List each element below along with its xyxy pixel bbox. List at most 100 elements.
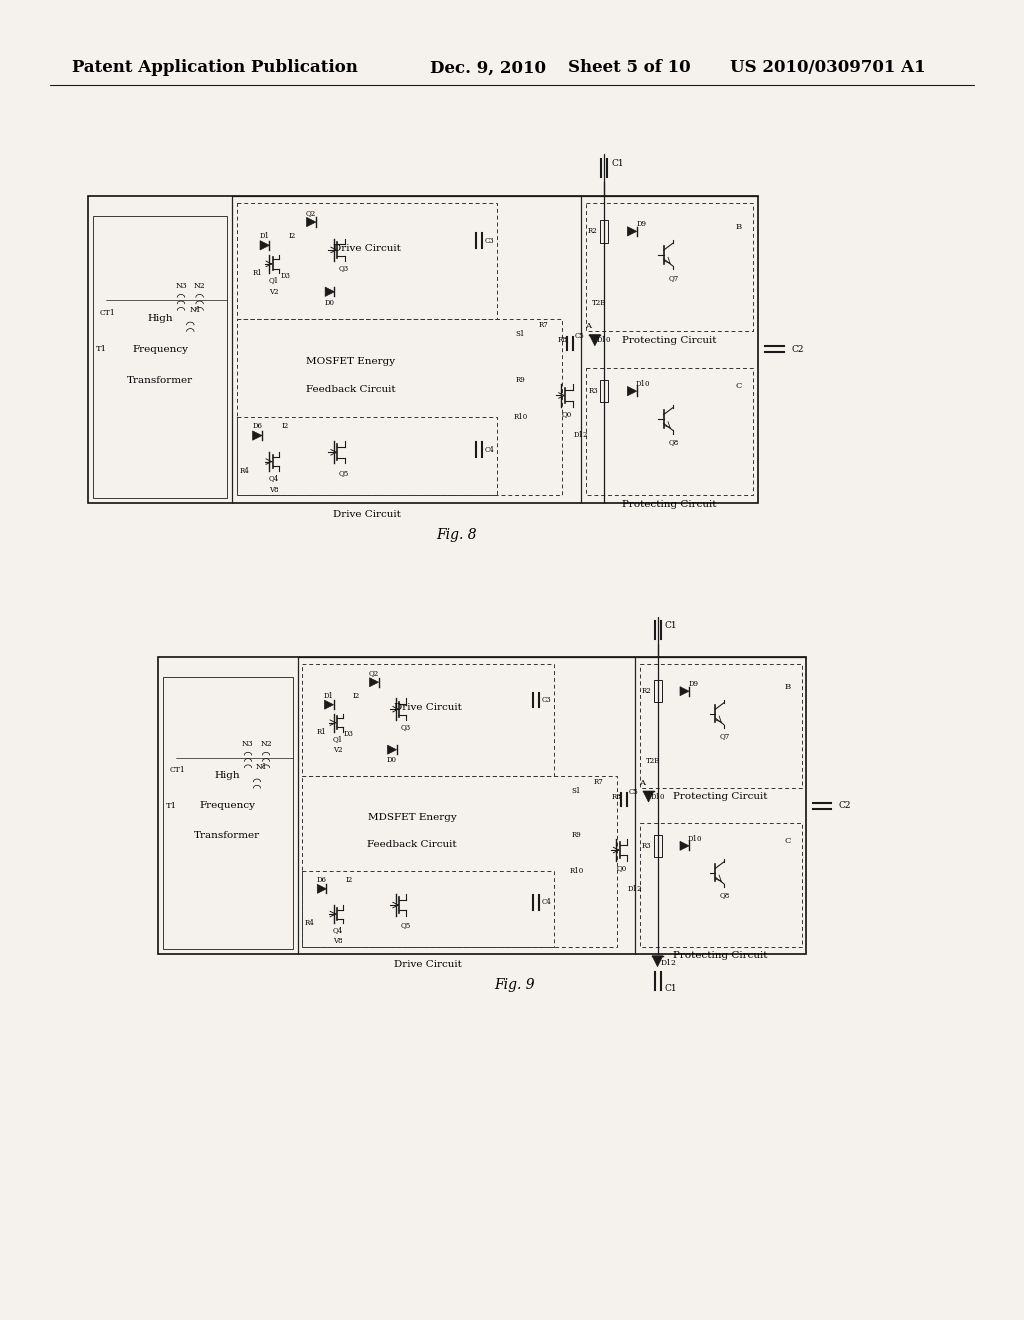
Polygon shape (589, 335, 600, 346)
Bar (600, 380, 608, 403)
Polygon shape (643, 791, 654, 803)
Text: Q5: Q5 (339, 469, 349, 477)
Text: Q8: Q8 (720, 891, 730, 899)
Text: D10: D10 (636, 380, 650, 388)
Text: Q4: Q4 (333, 927, 343, 935)
Text: I2: I2 (352, 692, 359, 700)
Text: Protecting Circuit: Protecting Circuit (673, 952, 768, 961)
Polygon shape (680, 841, 689, 850)
Text: Fig. 9: Fig. 9 (495, 978, 535, 993)
Text: D0: D0 (387, 756, 397, 764)
Bar (586, 203, 753, 331)
Polygon shape (628, 227, 637, 236)
Text: Drive Circuit: Drive Circuit (394, 961, 462, 969)
Bar (302, 776, 617, 946)
Text: R4: R4 (240, 467, 249, 475)
Text: A: A (639, 779, 645, 787)
Polygon shape (260, 240, 269, 249)
Bar (158, 657, 806, 954)
Text: Q1: Q1 (269, 277, 280, 285)
Text: I2: I2 (282, 422, 289, 430)
Polygon shape (628, 387, 637, 396)
Text: Transformer: Transformer (127, 376, 194, 384)
Text: R1: R1 (316, 727, 327, 735)
Text: C1: C1 (665, 620, 677, 630)
Text: Fig. 8: Fig. 8 (436, 528, 476, 543)
Bar (640, 824, 802, 946)
Text: N2: N2 (194, 282, 206, 290)
Text: C5: C5 (629, 788, 638, 796)
Text: C: C (736, 383, 742, 391)
Bar (163, 677, 293, 949)
Text: D12: D12 (573, 432, 588, 440)
Text: CT1: CT1 (100, 309, 116, 317)
Text: R4: R4 (304, 919, 314, 927)
Text: R9: R9 (571, 832, 582, 840)
Text: Frequency: Frequency (132, 345, 188, 354)
Polygon shape (370, 677, 379, 686)
Bar (237, 417, 498, 495)
Text: V2: V2 (333, 746, 343, 754)
Polygon shape (326, 288, 335, 297)
Text: R2: R2 (642, 688, 651, 696)
Text: Q2: Q2 (306, 209, 316, 216)
Text: T1: T1 (96, 346, 106, 354)
Text: Q2: Q2 (369, 669, 379, 677)
Text: N1: N1 (189, 305, 201, 314)
Text: Protecting Circuit: Protecting Circuit (622, 335, 717, 345)
Text: D12: D12 (660, 960, 676, 968)
Text: B: B (736, 223, 742, 231)
Text: C4: C4 (542, 899, 552, 907)
Text: R10: R10 (569, 867, 584, 875)
Text: D3: D3 (344, 730, 353, 738)
Text: N1: N1 (256, 763, 267, 771)
Text: MOSFET Energy: MOSFET Energy (306, 358, 395, 366)
Text: Q8: Q8 (669, 438, 679, 446)
Text: MDSFET Energy: MDSFET Energy (368, 813, 457, 822)
Text: T2B: T2B (646, 756, 660, 764)
Text: N3: N3 (175, 282, 186, 290)
Text: T2B: T2B (592, 300, 606, 308)
Text: R1: R1 (252, 269, 262, 277)
Bar (93, 216, 227, 498)
Text: Protecting Circuit: Protecting Circuit (673, 792, 768, 801)
Text: S1: S1 (516, 330, 525, 338)
Text: Q7: Q7 (720, 733, 730, 741)
Text: C2: C2 (792, 345, 804, 354)
Bar (302, 871, 554, 946)
Text: C3: C3 (542, 696, 552, 704)
Polygon shape (652, 956, 663, 966)
Text: R8: R8 (557, 337, 567, 345)
Text: C5: C5 (574, 331, 584, 339)
Text: Dec. 9, 2010: Dec. 9, 2010 (430, 59, 546, 77)
Text: High: High (214, 771, 240, 780)
Text: Q0: Q0 (562, 411, 572, 418)
Bar (302, 664, 554, 776)
Text: R7: R7 (539, 321, 549, 329)
Text: Drive Circuit: Drive Circuit (333, 244, 401, 252)
Text: D1: D1 (260, 232, 269, 240)
Text: Q3: Q3 (400, 723, 411, 731)
Text: R3: R3 (642, 842, 651, 850)
Text: D6: D6 (316, 876, 327, 884)
Bar (237, 203, 498, 318)
Text: Q7: Q7 (669, 273, 679, 282)
Bar (237, 318, 562, 495)
Text: N3: N3 (242, 741, 254, 748)
Text: R9: R9 (515, 376, 525, 384)
Text: Sheet 5 of 10: Sheet 5 of 10 (568, 59, 690, 77)
Text: Q4: Q4 (269, 474, 280, 482)
Text: R8: R8 (612, 792, 622, 801)
Text: B: B (785, 682, 792, 690)
Text: Feedback Circuit: Feedback Circuit (368, 840, 457, 849)
Bar (640, 664, 802, 788)
Text: I2: I2 (345, 876, 352, 884)
Text: D10: D10 (650, 792, 665, 801)
Bar (653, 836, 662, 857)
Text: N2: N2 (260, 741, 271, 748)
Polygon shape (325, 700, 334, 709)
Text: D10: D10 (597, 337, 611, 345)
Text: V8: V8 (333, 937, 343, 945)
Text: Transformer: Transformer (194, 830, 260, 840)
Polygon shape (680, 686, 689, 696)
